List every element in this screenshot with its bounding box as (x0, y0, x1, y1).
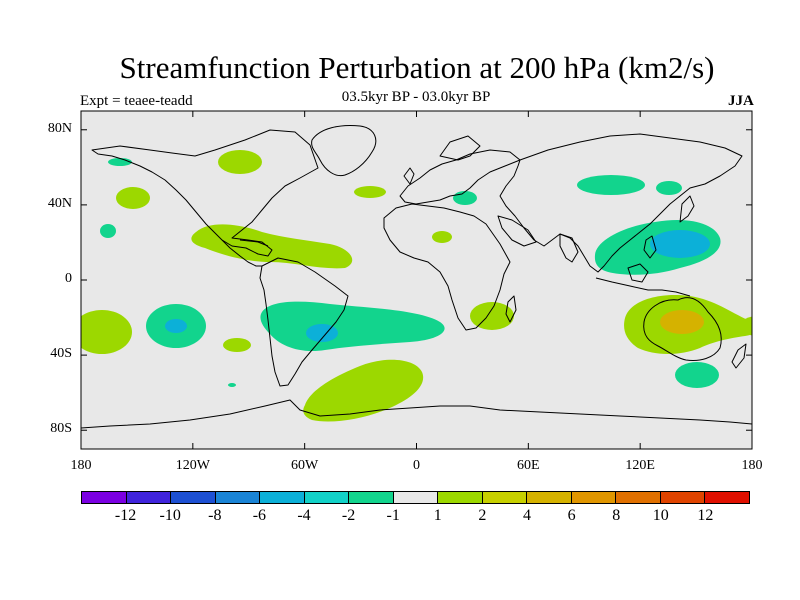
colorbar-label: -4 (297, 507, 311, 524)
x-tick-label: 120W (175, 458, 210, 473)
anomaly-region (116, 187, 150, 209)
y-tick-label: 0 (65, 271, 72, 286)
japan-coast (679, 195, 695, 223)
colorbar-label: 6 (567, 507, 576, 524)
anomaly-region (656, 181, 682, 195)
season-label: JJA (728, 93, 754, 109)
anomaly-region (260, 301, 445, 352)
x-tick-label: 120E (625, 458, 655, 473)
anomaly-region (218, 150, 262, 174)
anomaly-region (81, 310, 132, 354)
colorbar-label: 2 (478, 507, 487, 524)
x-tick-label: 180 (741, 458, 763, 473)
colorbar-label: -10 (159, 507, 181, 524)
colorbar-swatch (571, 492, 617, 503)
colorbar (81, 491, 750, 504)
anomaly-contours (81, 150, 752, 422)
colorbar-swatch (126, 492, 172, 503)
anomaly-region (650, 230, 710, 258)
colorbar-label: -8 (208, 507, 222, 524)
y-tick-label: 80N (47, 120, 72, 136)
anomaly-region (108, 158, 132, 166)
y-tick-label: 40N (47, 195, 72, 211)
anomaly-region (223, 338, 251, 352)
y-tick-label: 80S (50, 421, 72, 437)
period-label: 03.5kyr BP - 03.0kyr BP (341, 89, 491, 105)
colorbar-swatch (304, 492, 350, 503)
anomaly-region (306, 324, 338, 342)
map-background (81, 111, 752, 449)
colorbar-swatch (260, 492, 305, 503)
arabia-coast (497, 215, 537, 247)
anomaly-region (577, 175, 645, 195)
colorbar-label: 12 (697, 507, 714, 524)
experiment-label: Expt = teaee-teadd (80, 93, 193, 109)
anomaly-region (100, 224, 116, 238)
colorbar-swatch (527, 492, 572, 503)
y-tick-label: 40S (50, 346, 72, 362)
africa-coast (383, 203, 511, 331)
page-title: Streamfunction Perturbation at 200 hPa (… (119, 50, 715, 85)
antarctica-coast (81, 399, 752, 429)
australia-coast (643, 297, 722, 361)
colorbar-swatch (393, 492, 439, 503)
x-tick-label: 60E (517, 458, 540, 473)
borneo-coast (627, 263, 649, 283)
colorbar-label: 1 (433, 507, 442, 524)
coastlines (81, 125, 752, 429)
greenland-coast (311, 125, 377, 177)
colorbar-label: -2 (341, 507, 356, 524)
north-america-coast (91, 129, 319, 257)
colorbar-label: -6 (252, 507, 267, 524)
britain-coast (403, 167, 415, 185)
anomaly-region (453, 191, 477, 205)
india-coast (559, 233, 579, 263)
anomaly-region (660, 310, 704, 334)
europe-coast (399, 149, 521, 205)
colorbar-swatch (660, 492, 706, 503)
colorbar-swatch (349, 492, 394, 503)
scandinavia-coast (439, 135, 481, 161)
anomaly-region (432, 231, 452, 243)
madagascar-coast (505, 295, 517, 323)
asia-coast (499, 133, 743, 273)
cuba-coast (239, 239, 269, 247)
anomaly-region (228, 383, 236, 387)
new-zealand-coast (731, 343, 747, 369)
colorbar-swatch (705, 492, 749, 503)
axis-ticks (80, 111, 753, 449)
x-tick-label: 180 (70, 458, 92, 473)
colorbar-swatch (82, 492, 127, 503)
anomaly-region (303, 359, 424, 422)
indonesia-coast (595, 277, 691, 297)
colorbar-swatch (482, 492, 528, 503)
colorbar-swatch (438, 492, 483, 503)
anomaly-region (675, 362, 719, 388)
anomaly-region (354, 186, 386, 198)
x-tick-label: 0 (413, 458, 420, 473)
colorbar-label: 10 (652, 507, 669, 524)
colorbar-label: -1 (386, 507, 400, 524)
x-tick-label: 60W (291, 458, 319, 473)
philippines-coast (643, 235, 657, 259)
anomaly-region (165, 319, 187, 333)
colorbar-swatch (616, 492, 661, 503)
colorbar-label: -12 (114, 507, 137, 524)
colorbar-swatch (215, 492, 261, 503)
anomaly-region (191, 224, 353, 269)
colorbar-swatch (171, 492, 216, 503)
south-america-coast (259, 257, 349, 387)
central-america-coast (221, 239, 262, 267)
colorbar-label: 8 (612, 507, 621, 524)
colorbar-label: 4 (523, 507, 531, 524)
